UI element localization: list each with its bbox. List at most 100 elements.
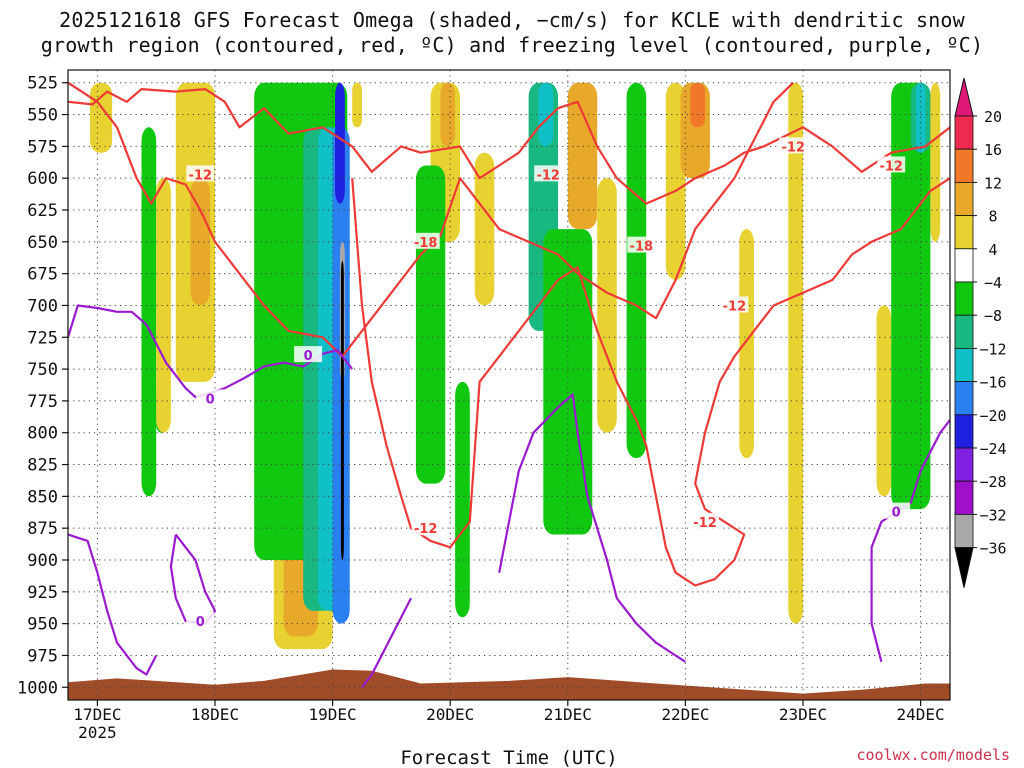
dgz-label-0-2: -12: [781, 140, 805, 155]
y-tick-label-950: 950: [27, 615, 58, 635]
omega-region-29: [690, 82, 705, 128]
y-axis: 525 550 575 600 625 650 675 700 725 750 775 800 825 8…: [17, 74, 68, 698]
x-tick-label-22DEC: 22DEC: [661, 705, 709, 724]
colorbar-bin-3: [954, 215, 974, 250]
y-tick-label-800: 800: [27, 424, 58, 444]
dgz-label-bg-1-0: [411, 232, 440, 249]
x-tick-label-17DEC: 17DEC: [73, 705, 121, 724]
colorbar-label-4: 4: [988, 241, 997, 259]
colorbar-top-triangle: [954, 77, 974, 117]
colorbar-label-8: −16: [979, 374, 1006, 392]
terrain-surface: [68, 669, 950, 700]
omega-region-32: [876, 305, 892, 497]
omega-region-12: [335, 82, 345, 204]
x-tick-label-24DEC: 24DEC: [897, 705, 945, 724]
x-tick-label-21DEC: 21DEC: [544, 705, 592, 724]
dgz-label-bg-1-1: [627, 236, 656, 253]
y-tick-label-775: 775: [27, 392, 58, 412]
omega-region-20: [474, 152, 495, 306]
dgz-label-1-1: -18: [630, 240, 654, 255]
y-tick-label-725: 725: [27, 328, 58, 348]
dgz-label-0-3: -12: [879, 159, 903, 174]
omega-region-23: [543, 229, 593, 535]
omega-region-26: [626, 82, 647, 459]
colorbar-bin-9: [954, 414, 974, 449]
y-tick-label-675: 675: [27, 265, 58, 285]
omega-region-24: [567, 82, 598, 230]
omega-region-31: [788, 82, 803, 624]
colorbar-label-6: −8: [984, 307, 1002, 325]
x-tick-label-19DEC: 19DEC: [309, 705, 357, 724]
y-tick-label-550: 550: [27, 106, 58, 126]
y-tick-label-700: 700: [27, 296, 58, 316]
colorbar-bin-4: [954, 248, 974, 283]
colorbar-label-12: −32: [979, 506, 1006, 524]
colorbar-label-7: −12: [979, 340, 1006, 358]
omega-region-14: [340, 260, 344, 560]
omega-region-15: [352, 82, 362, 128]
freezing-label-bg-0-0: [196, 389, 225, 406]
colorbar-label-13: −36: [979, 540, 1006, 558]
gridlines-layer: [68, 70, 950, 700]
colorbar-bin-12: [954, 514, 974, 549]
dgz-label-2-0: -12: [414, 522, 438, 537]
colorbar-bin-5: [954, 281, 974, 316]
contours-layer: -12 -12 -12 -12 -18 -18 -12 -12 -12 0 0 0 0: [68, 81, 950, 688]
omega-region-19: [455, 381, 470, 618]
colorbar-label-5: −4: [984, 274, 1002, 292]
omega-region-18: [415, 165, 446, 484]
omega-region-3: [141, 127, 157, 497]
y-tick-label-575: 575: [27, 137, 58, 157]
y-tick-label-750: 750: [27, 360, 58, 380]
freezing-contour-3: [498, 393, 686, 663]
colorbar-label-9: −20: [979, 407, 1006, 425]
colorbar-label-11: −28: [979, 473, 1006, 491]
omega-region-5: [156, 178, 171, 433]
colorbar: 20 16 12 8 4 −4 −8 −12 −16 −20 −24 −28 −32 −36: [954, 77, 1007, 588]
x-tick-label-18DEC: 18DEC: [191, 705, 239, 724]
y-tick-label-625: 625: [27, 201, 58, 221]
dgz-contour-0: [68, 87, 950, 205]
plot-frame: [67, 69, 951, 701]
x-tick-sublabel-17DEC: 2025: [78, 723, 117, 742]
freezing-label-bg-5-0: [882, 502, 911, 519]
dgz-label-1-0: -18: [414, 236, 438, 251]
y-tick-label-925: 925: [27, 583, 58, 603]
dgz-label-bg-2-2: [720, 296, 749, 313]
omega-region-36: [930, 82, 941, 242]
dgz-label-2-1: -12: [693, 516, 717, 531]
colorbar-bin-8: [954, 381, 974, 416]
omega-region-25: [597, 178, 617, 433]
chart-title-line-1: 2025121618 GFS Forecast Omega (shaded, −…: [59, 8, 965, 32]
colorbar-bin-7: [954, 347, 974, 382]
dgz-label-2-2: -12: [723, 299, 747, 314]
y-tick-label-1000: 1000: [17, 678, 58, 698]
y-tick-label-975: 975: [27, 646, 58, 666]
dgz-label-bg-2-0: [411, 519, 440, 536]
freezing-label-5-0: 0: [892, 506, 901, 521]
y-tick-label-850: 850: [27, 487, 58, 507]
dgz-contour-2: [351, 177, 950, 587]
colorbar-bin-10: [954, 447, 974, 482]
omega-region-22: [538, 82, 554, 147]
colorbar-label-3: 8: [988, 208, 997, 226]
dgz-label-bg-0-2: [779, 137, 808, 154]
freezing-contour-1: [68, 533, 158, 676]
chart-title-line-2: growth region (contoured, red, ºC) and f…: [40, 33, 984, 57]
colorbar-label-1: 16: [984, 141, 1002, 159]
dgz-label-bg-0-3: [877, 156, 906, 173]
y-tick-label-600: 600: [27, 169, 58, 189]
y-tick-label-900: 900: [27, 551, 58, 571]
y-tick-label-525: 525: [27, 74, 58, 94]
freezing-label-2-0: 0: [196, 615, 205, 630]
x-tick-label-23DEC: 23DEC: [779, 705, 827, 724]
colorbar-label-10: −24: [979, 440, 1006, 458]
colorbar-label-0: 20: [984, 108, 1002, 126]
source-credit: coolwx.com/models: [856, 746, 1010, 764]
terrain-layer: [68, 669, 950, 700]
omega-region-30: [739, 229, 754, 459]
colorbar-label-2: 12: [984, 174, 1002, 192]
x-axis-title: Forecast Time (UTC): [400, 747, 617, 768]
colorbar-bin-0: [954, 115, 974, 150]
